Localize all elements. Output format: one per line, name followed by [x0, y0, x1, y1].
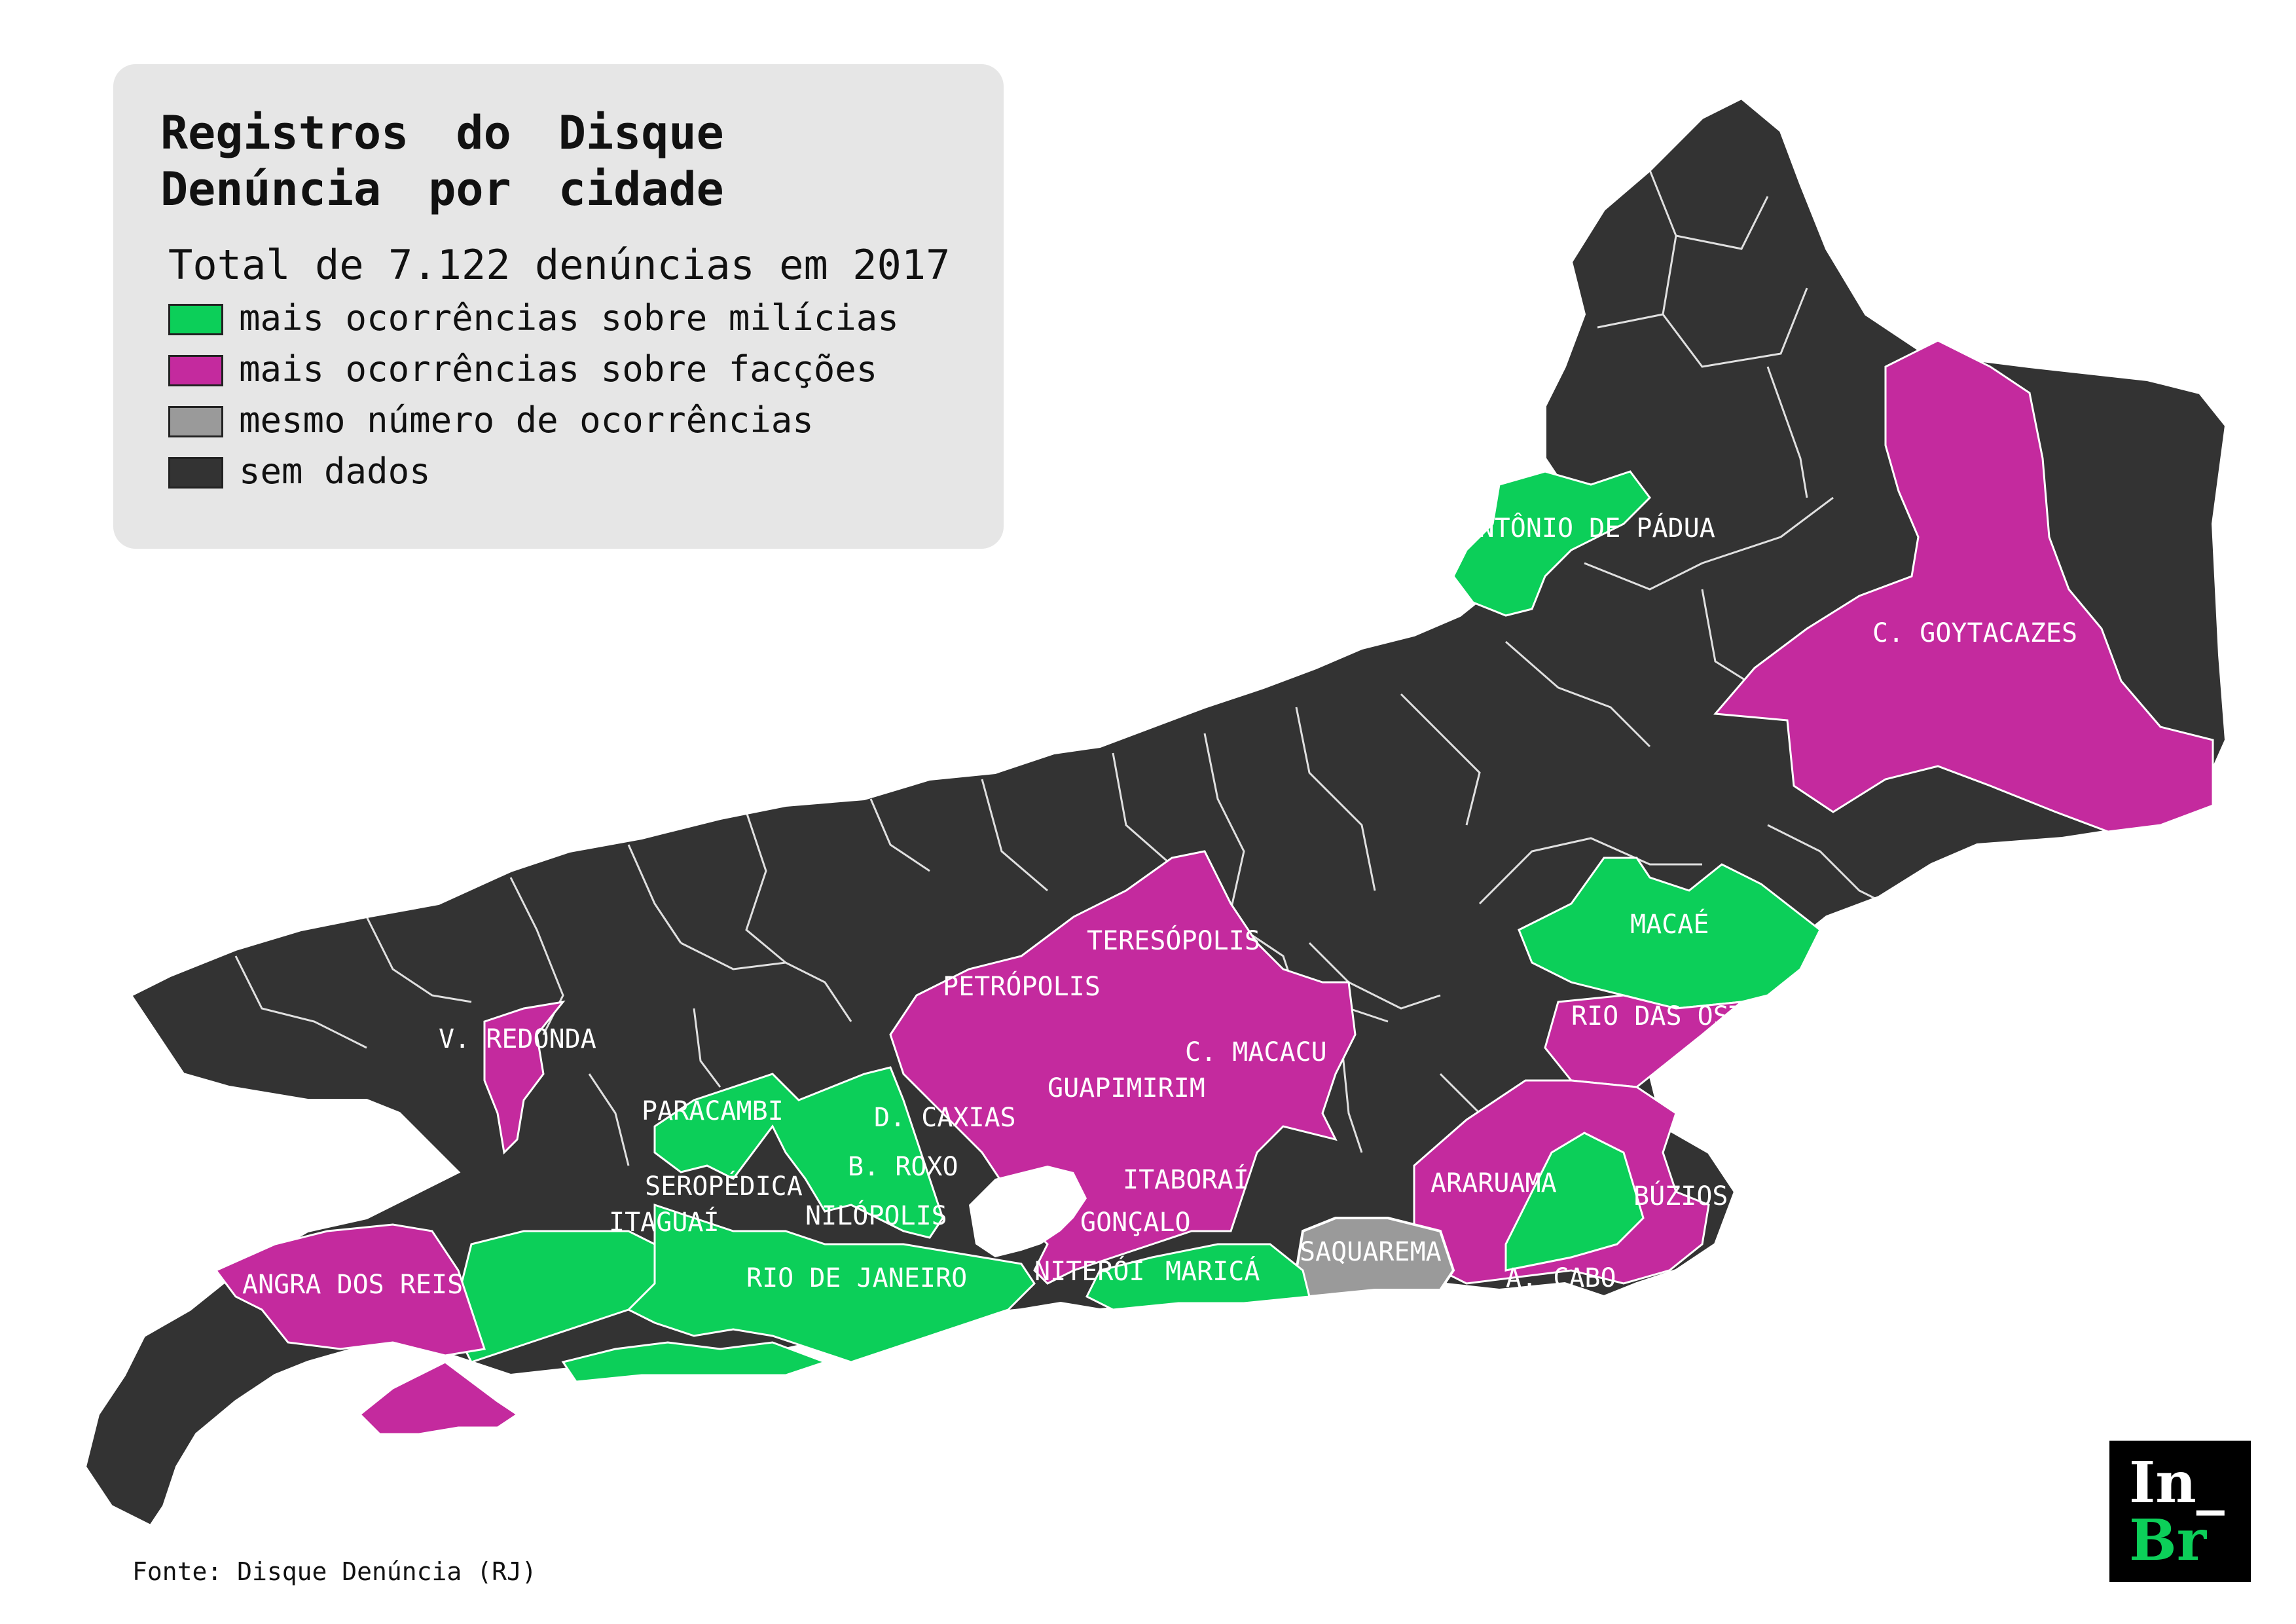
legend-swatch-sem-dados	[168, 457, 223, 489]
city-label: SEROPÉDICA	[645, 1170, 803, 1202]
city-label: RIO DAS OSTRAS	[1571, 1001, 1792, 1031]
legend-swatch-faccoes	[168, 355, 223, 386]
city-label: PETRÓPOLIS	[943, 970, 1101, 1002]
legend-panel: Registros do Disque Denúncia por cidade …	[113, 64, 1004, 549]
city-label: ANGRA DOS REIS	[242, 1270, 463, 1300]
legend-title: Registros do Disque Denúncia por cidade	[160, 106, 724, 216]
city-label: BÚZIOS	[1633, 1180, 1728, 1211]
legend-swatch-milicias	[168, 304, 223, 335]
municipality-itaguai	[450, 1230, 656, 1363]
municipality-angra-dos-reis	[214, 1223, 486, 1357]
municipality-macae	[1518, 857, 1821, 1010]
city-label: D. CAXIAS	[874, 1103, 1016, 1133]
city-label: MARICÁ	[1165, 1255, 1260, 1287]
city-label: RIO DE JANEIRO	[746, 1263, 967, 1293]
city-label: NITERÓI	[1034, 1255, 1145, 1287]
municipality-santo-antonio-de-padua	[1452, 470, 1651, 617]
city-label: SAQUAREMA	[1300, 1237, 1442, 1267]
legend-label-faccoes: mais ocorrências sobre facções	[239, 348, 878, 390]
municipality-rio-das-ostras	[1544, 994, 1745, 1088]
city-label: C. GOYTACAZES	[1872, 618, 2077, 648]
legend-label-milicias: mais ocorrências sobre milícias	[239, 297, 899, 339]
municipality-volta-redonda	[483, 1000, 566, 1155]
city-label: ITAGUAÍ	[609, 1206, 720, 1238]
city-label: NILÓPOLIS	[805, 1200, 947, 1231]
logo-bottom-text: Br	[2129, 1507, 2206, 1574]
municipality-metropolitana-milicias	[653, 1066, 944, 1239]
municipal-borders	[234, 170, 1886, 1180]
city-label: ITABORAÍ	[1123, 1164, 1249, 1195]
city-label: GUAPIMIRIM	[1048, 1073, 1205, 1103]
logo-top-text: In_	[2129, 1450, 2225, 1516]
source-credit: Fonte: Disque Denúncia (RJ)	[132, 1557, 537, 1586]
city-label: PARACAMBI	[642, 1096, 784, 1126]
city-label: V. REDONDA	[439, 1024, 596, 1054]
state-outline	[83, 96, 2228, 1528]
municipality-arraial-do-cabo	[1504, 1132, 1645, 1272]
legend-label-empate: mesmo número de ocorrências	[239, 399, 814, 441]
city-label: B. ROXO	[848, 1152, 958, 1182]
legend-swatch-empate	[168, 406, 223, 437]
municipality-campos	[1713, 339, 2214, 833]
inbr-logo: In_ Br	[2109, 1441, 2251, 1582]
municipality-coast-milicias	[561, 1341, 828, 1383]
city-label: GONÇALO	[1080, 1208, 1191, 1238]
city-label: A. CABO	[1506, 1263, 1616, 1293]
legend-label-sem-dados: sem dados	[239, 451, 431, 492]
guanabara-bay	[969, 1166, 1087, 1257]
city-label: SANTO ANTÔNIO DE PÁDUA	[1368, 512, 1715, 544]
city-label: TERESÓPOLIS	[1087, 925, 1260, 956]
city-labels: SANTO ANTÔNIO DE PÁDUA C. GOYTACAZES MACAÉ…	[242, 512, 2077, 1300]
city-label: MACAÉ	[1630, 908, 1709, 940]
city-label: C. MACACU	[1185, 1037, 1327, 1067]
legend-subtitle: Total de 7.122 denúncias em 2017	[168, 241, 951, 289]
municipality-rio-de-janeiro	[627, 1203, 1036, 1363]
island-ilha-grande	[358, 1361, 519, 1435]
municipality-marica	[1085, 1243, 1311, 1311]
city-label: ARARUAMA	[1430, 1168, 1557, 1198]
